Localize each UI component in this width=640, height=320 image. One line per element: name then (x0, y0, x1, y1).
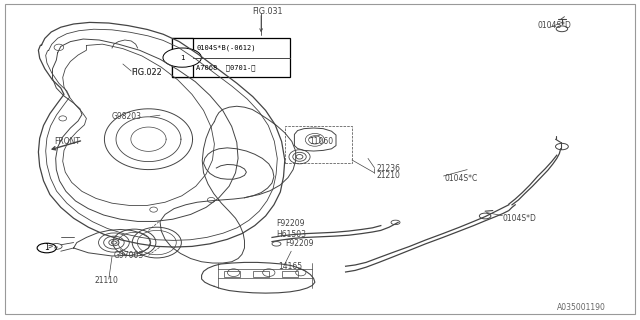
Bar (282, 271, 298, 277)
Text: 0104S*D: 0104S*D (538, 21, 572, 30)
Text: 14165: 14165 (278, 262, 303, 271)
Text: 1: 1 (180, 55, 184, 60)
Text: 0104S*C: 0104S*C (445, 174, 478, 183)
Text: A7068  、0701-、: A7068 、0701-、 (196, 64, 256, 70)
Text: FIG.022: FIG.022 (131, 68, 162, 77)
Text: 1: 1 (44, 244, 49, 252)
Bar (253, 271, 269, 277)
Text: FIG.022: FIG.022 (131, 68, 162, 77)
Text: FIG.031: FIG.031 (252, 7, 283, 16)
Text: F92209: F92209 (285, 239, 314, 248)
Text: A035001190: A035001190 (557, 303, 605, 312)
Bar (224, 271, 240, 277)
Text: G98203: G98203 (112, 112, 142, 121)
Bar (172, 38, 290, 77)
Text: FRONT: FRONT (54, 137, 81, 146)
Text: 21236: 21236 (376, 164, 401, 173)
Text: 11060: 11060 (309, 137, 333, 146)
Bar (172, 38, 193, 77)
Ellipse shape (163, 48, 202, 67)
Text: 0104S*D: 0104S*D (502, 214, 536, 223)
Text: H61503: H61503 (276, 230, 307, 239)
Bar (285, 126, 352, 163)
Text: 21110: 21110 (95, 276, 118, 285)
Text: G97003: G97003 (114, 252, 144, 260)
Text: 0104S*B(-0612): 0104S*B(-0612) (196, 45, 256, 51)
Ellipse shape (37, 243, 56, 253)
Text: F92209: F92209 (276, 219, 305, 228)
Text: 21210: 21210 (376, 172, 400, 180)
